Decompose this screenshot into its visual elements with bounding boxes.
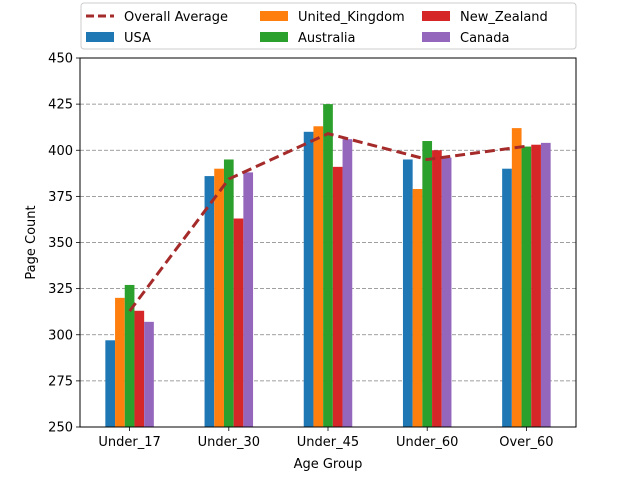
bar: [303, 131, 314, 428]
x-tick-label: Under_17: [98, 435, 160, 450]
legend-box: [80, 2, 577, 50]
legend-label: Overall Average: [124, 10, 228, 25]
bar: [412, 188, 423, 427]
bar: [323, 104, 333, 427]
bar: [233, 218, 244, 427]
x-axis-ticks: Under_17 Under_30 Under_45 Under_60 Over_60: [98, 427, 554, 450]
bar: [243, 172, 254, 427]
legend-swatch: [86, 32, 114, 42]
bar: [332, 166, 343, 428]
bar: [540, 142, 551, 427]
x-tick-label: Under_30: [198, 435, 260, 450]
bar: [144, 321, 154, 427]
bar: [134, 310, 145, 427]
bar: [502, 168, 512, 427]
y-tick-label: 300: [48, 328, 73, 343]
bar: [313, 126, 324, 427]
bar: [432, 150, 442, 427]
y-tick-label: 350: [48, 236, 73, 251]
average-line-layer: [128, 132, 527, 313]
legend-swatch: [422, 11, 450, 21]
legend-swatch: [422, 32, 450, 42]
legend-swatch: [260, 11, 288, 21]
legend-swatch: [260, 32, 288, 42]
legend-label: Australia: [298, 31, 356, 46]
x-tick-label: Under_45: [297, 435, 359, 450]
x-tick-label: Over_60: [499, 435, 553, 450]
bar: [511, 128, 522, 428]
bar: [214, 168, 224, 427]
y-axis-ticks: 250 275 300 325 350 375 400 425 450: [48, 52, 80, 436]
legend-label: USA: [124, 31, 151, 46]
legend-label: New_Zealand: [460, 10, 548, 25]
bar: [204, 176, 215, 427]
bar: [124, 284, 135, 427]
bar: [223, 159, 234, 427]
bar: [342, 139, 353, 427]
x-axis-label: Age Group: [294, 457, 363, 472]
y-tick-label: 400: [48, 144, 73, 159]
bar: [402, 159, 413, 427]
legend: Overall Average USA United_Kingdom Australi…: [80, 2, 577, 50]
y-tick-label: 250: [48, 421, 73, 436]
bars: [105, 104, 551, 428]
legend-label: Canada: [460, 31, 509, 46]
bar: [105, 340, 116, 427]
bar: [441, 157, 452, 427]
bar: [115, 297, 125, 427]
average-line: [128, 132, 527, 313]
legend-label: United_Kingdom: [298, 10, 405, 25]
bar: [521, 146, 532, 427]
bar: [531, 144, 541, 427]
y-tick-label: 325: [48, 282, 73, 297]
y-tick-label: 275: [48, 374, 73, 389]
y-axis-label: Page Count: [24, 205, 39, 279]
x-tick-label: Under_60: [396, 435, 458, 450]
y-tick-label: 450: [48, 52, 73, 67]
bar: [422, 141, 433, 427]
y-tick-label: 375: [48, 190, 73, 205]
y-tick-label: 425: [48, 98, 73, 113]
